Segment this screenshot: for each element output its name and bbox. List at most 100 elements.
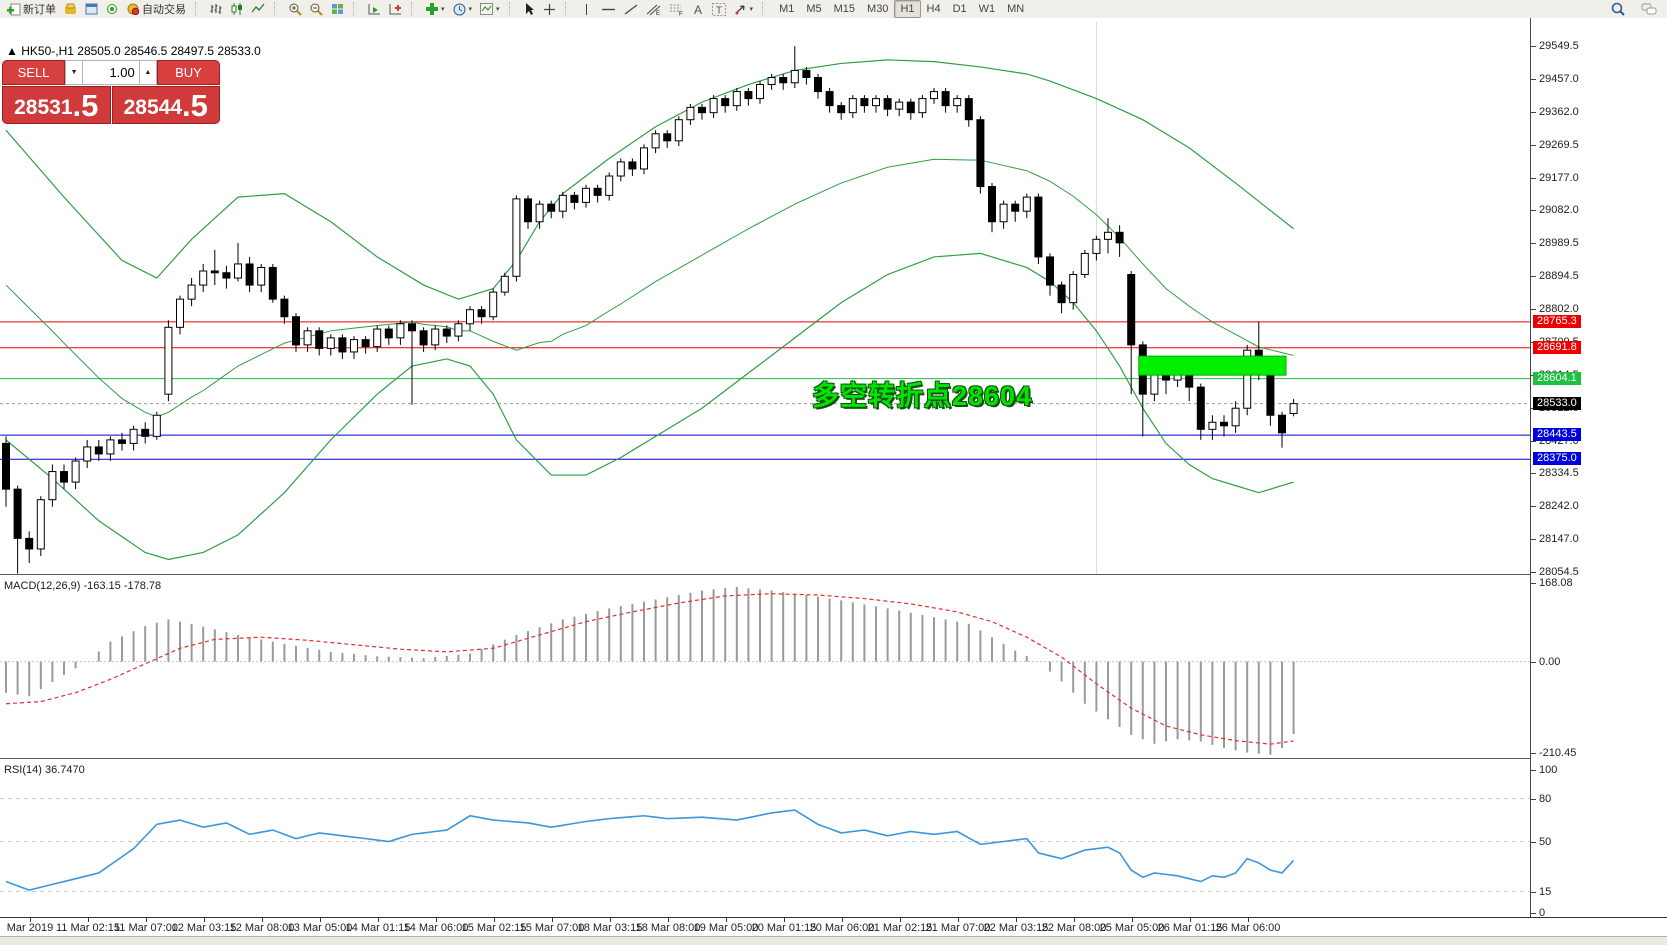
price-axis[interactable]: 29549.5 29457.0 29362.0 29269.5 29177.0 29082…	[1530, 18, 1667, 936]
search-icon[interactable]	[1607, 0, 1629, 18]
macd-canvas[interactable]	[0, 579, 1530, 758]
timeframe-button-m30[interactable]: M30	[867, 3, 889, 15]
candle-up	[326, 337, 335, 349]
axis-tick	[1531, 46, 1536, 47]
candle-up	[71, 460, 80, 483]
timeframe-button-m15[interactable]: M15	[833, 3, 856, 15]
candle-up	[930, 91, 938, 100]
line-chart-button[interactable]	[248, 0, 269, 18]
time-tick	[900, 918, 901, 922]
chat-icon[interactable]	[1637, 0, 1661, 18]
buy-price[interactable]: 28544 .5	[111, 86, 220, 124]
indicator-add-button[interactable]	[385, 0, 406, 18]
channel-button[interactable]: E	[642, 0, 665, 18]
toolbar-separator	[564, 2, 571, 16]
text-button[interactable]: A	[688, 0, 708, 18]
candle-down	[941, 91, 950, 107]
axis-tick	[1531, 78, 1536, 80]
signals-button[interactable]	[102, 0, 123, 18]
candle-up	[709, 98, 718, 114]
axis-tick	[1531, 276, 1536, 278]
candle-down	[628, 161, 637, 170]
current-price-badge: 28533.0	[1533, 396, 1581, 410]
vertical-line-button[interactable]	[576, 0, 597, 18]
templates-button[interactable]: ▾	[476, 0, 504, 18]
candle-chart-button[interactable]	[227, 0, 248, 18]
rsi-canvas[interactable]	[0, 763, 1530, 916]
chart-window-button[interactable]	[81, 0, 102, 18]
timeframe-button-m5[interactable]: M5	[806, 3, 822, 15]
sell-button[interactable]: SELL	[2, 60, 66, 85]
buy-button[interactable]: BUY	[156, 60, 220, 85]
zoom-out-button[interactable]	[306, 0, 327, 18]
macd-label: MACD(12,26,9) -163.15 -178.78	[4, 580, 162, 592]
rsi-scale-label: 80	[1539, 792, 1552, 805]
time-tick-label: 25 Mar 05:00	[1099, 922, 1165, 934]
arrows-button[interactable]: ▾	[730, 0, 758, 18]
timeframe-button-d1[interactable]: D1	[952, 3, 967, 15]
trendline-button[interactable]	[620, 0, 642, 18]
volume-down-button[interactable]: ▼	[65, 60, 84, 85]
oneclick-collapse-icon[interactable]: ▲	[6, 44, 18, 58]
candle-down	[477, 309, 486, 318]
rsi-line	[5, 809, 1295, 891]
horizontal-line-button[interactable]	[597, 0, 620, 18]
axis-tick	[1531, 309, 1536, 310]
volume-input[interactable]: 1.00	[83, 60, 139, 85]
candle-up	[999, 203, 1008, 223]
periods-button[interactable]: ▾	[449, 0, 477, 18]
candle-down	[94, 446, 103, 455]
add-indicator-button[interactable]: ▾	[422, 0, 449, 18]
time-tick-label: 26 Mar 01:15	[1157, 922, 1223, 934]
bollinger-upper-band	[5, 59, 1294, 300]
indicators-list-button[interactable]	[364, 0, 385, 18]
axis-tick	[1531, 798, 1536, 800]
volume-up-button[interactable]: ▲	[138, 60, 157, 85]
tile-windows-button[interactable]	[327, 0, 348, 18]
candle-down	[222, 272, 231, 279]
axis-tick	[1531, 770, 1536, 771]
rsi-panel[interactable]: RSI(14) 36.7470	[0, 763, 1530, 916]
candle-up	[512, 198, 521, 277]
crosshair-button[interactable]	[539, 0, 560, 18]
timeframe-button-mn[interactable]: MN	[1007, 3, 1025, 15]
macd-panel[interactable]: MACD(12,26,9) -163.15 -178.78	[0, 579, 1530, 758]
time-tick-label: 13 Mar 05:00	[287, 922, 353, 934]
time-tick	[320, 918, 321, 922]
price-chart-canvas[interactable]	[0, 18, 1530, 574]
candle-up	[651, 133, 660, 149]
axis-tick	[1531, 144, 1536, 146]
timeframe-button-m1[interactable]: M1	[779, 3, 795, 15]
sell-price[interactable]: 28531 .5	[2, 86, 111, 124]
rsi-scale-label: 50	[1539, 835, 1552, 848]
cursor-button[interactable]	[520, 0, 539, 18]
candle-down	[883, 98, 892, 110]
candle-up	[767, 76, 776, 86]
time-tick-label: 15 Mar 07:00	[519, 922, 585, 934]
bar-chart-button[interactable]	[206, 0, 227, 18]
timeframe-button-h1[interactable]: H1	[894, 0, 921, 18]
macd-scale-label: 168.08	[1539, 577, 1573, 589]
profile-button[interactable]	[60, 0, 81, 18]
time-tick	[1016, 918, 1017, 922]
candle-down	[60, 471, 68, 483]
time-tick	[958, 918, 959, 922]
chart-symbol-period: HK50-,H1	[21, 44, 74, 58]
candle-down	[1220, 421, 1228, 427]
price-level-badge: 28443.5	[1533, 428, 1581, 442]
autotrade-button[interactable]: 自动交易	[123, 0, 190, 18]
main-chart-panel[interactable]: ▲ HK50-,H1 28505.0 28546.5 28497.5 28533…	[0, 18, 1530, 574]
candle-up	[918, 98, 927, 114]
time-tick	[88, 918, 89, 922]
label-button[interactable]: T	[708, 0, 730, 18]
candle-up	[605, 175, 614, 196]
time-tick	[610, 918, 611, 922]
fibonacci-button[interactable]: F	[665, 0, 688, 18]
zoom-in-button[interactable]	[285, 0, 306, 18]
time-tick-label: Mar 2019	[6, 922, 54, 934]
timeframe-button-w1[interactable]: W1	[978, 3, 996, 15]
new-order-button[interactable]: 新订单	[3, 0, 60, 18]
axis-tick	[1531, 661, 1536, 663]
timeframe-button-h4[interactable]: H4	[926, 3, 941, 15]
time-axis[interactable]: Mar 2019 11 Mar 02:15 11 Mar 07:00 12 Mar 0…	[0, 917, 1667, 937]
